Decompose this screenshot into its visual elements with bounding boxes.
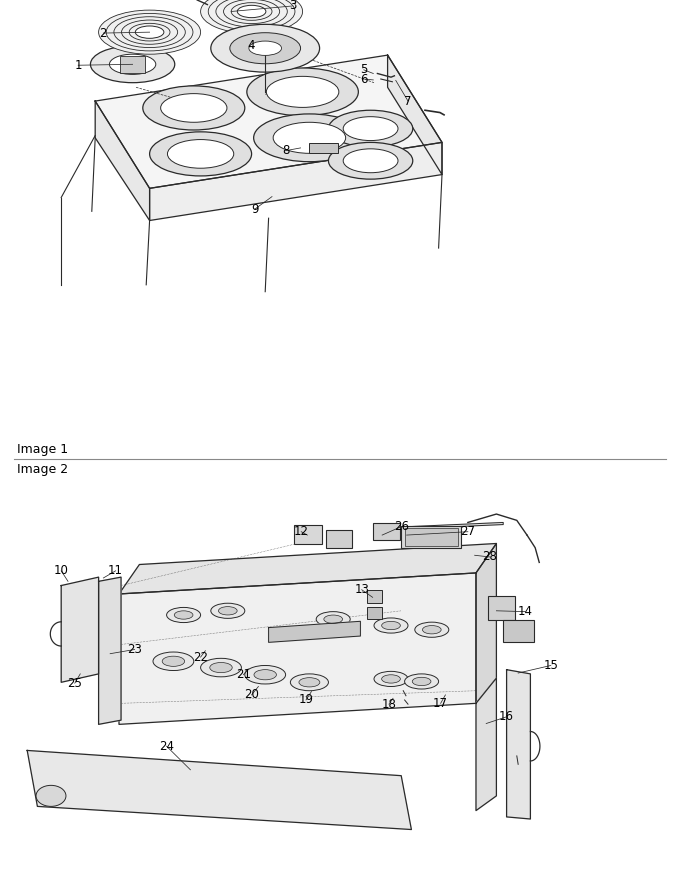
Polygon shape [95,55,442,188]
Text: 13: 13 [354,583,369,597]
Ellipse shape [167,140,234,168]
Ellipse shape [374,618,408,633]
Ellipse shape [374,671,408,686]
Text: 6: 6 [360,72,368,85]
Ellipse shape [415,622,449,637]
Ellipse shape [99,10,201,55]
Bar [294,525,322,545]
Text: 24: 24 [159,740,174,752]
FancyBboxPatch shape [309,143,338,153]
Bar [326,530,352,547]
Ellipse shape [273,122,345,153]
Text: 22: 22 [193,650,208,664]
Ellipse shape [343,149,398,172]
Text: 5: 5 [360,63,367,77]
Polygon shape [476,678,496,810]
Ellipse shape [211,603,245,619]
Ellipse shape [247,68,358,116]
Text: 1: 1 [74,59,82,72]
Polygon shape [119,573,476,724]
Text: Image 2: Image 2 [17,463,68,476]
Text: 12: 12 [294,525,309,539]
Text: 18: 18 [381,698,396,711]
Ellipse shape [405,674,439,689]
Polygon shape [95,101,150,221]
Bar [405,528,458,546]
Polygon shape [388,55,442,174]
Ellipse shape [328,110,413,147]
Bar [488,597,515,620]
Polygon shape [476,544,496,703]
Ellipse shape [422,626,441,634]
Ellipse shape [163,656,185,666]
Ellipse shape [254,670,276,680]
Ellipse shape [109,55,156,75]
Polygon shape [150,143,442,221]
Text: 17: 17 [433,697,448,710]
Ellipse shape [36,785,66,806]
Bar [367,606,382,620]
Ellipse shape [299,678,320,687]
Ellipse shape [381,621,401,630]
Ellipse shape [153,652,194,671]
Text: Image 1: Image 1 [17,443,68,456]
Ellipse shape [150,132,252,176]
Polygon shape [99,577,121,724]
Text: 19: 19 [299,693,313,707]
Text: 3: 3 [289,0,296,12]
Ellipse shape [254,114,365,162]
Ellipse shape [249,41,282,55]
Text: 7: 7 [404,94,412,107]
Text: 21: 21 [236,668,251,681]
Ellipse shape [174,611,193,620]
Ellipse shape [135,26,164,39]
Text: 14: 14 [517,605,532,618]
Text: 8: 8 [282,144,289,158]
Ellipse shape [245,665,286,684]
Polygon shape [61,577,99,682]
Polygon shape [507,670,530,819]
Text: 15: 15 [543,659,558,672]
Text: 11: 11 [108,564,123,577]
Ellipse shape [381,675,401,683]
Ellipse shape [211,25,320,72]
Text: 20: 20 [244,688,259,701]
Ellipse shape [218,606,237,615]
Polygon shape [27,751,411,830]
Text: 28: 28 [482,551,497,563]
Ellipse shape [267,77,339,107]
Ellipse shape [316,612,350,627]
Ellipse shape [209,663,232,672]
Polygon shape [119,544,496,594]
Text: 25: 25 [67,677,82,690]
Bar [367,590,382,603]
Text: 23: 23 [127,643,142,656]
Text: 4: 4 [248,40,256,53]
Ellipse shape [143,86,245,130]
Ellipse shape [412,678,431,686]
Text: 27: 27 [460,525,475,539]
Ellipse shape [328,143,413,180]
FancyBboxPatch shape [120,55,145,73]
Bar [503,620,534,642]
Text: 16: 16 [499,710,514,723]
Polygon shape [269,621,360,642]
Text: 2: 2 [99,26,107,40]
Text: 26: 26 [394,520,409,533]
Text: 10: 10 [54,564,69,577]
Ellipse shape [290,674,328,691]
Polygon shape [408,523,503,529]
Ellipse shape [160,93,227,122]
Bar [401,526,461,547]
Ellipse shape [324,615,343,623]
Ellipse shape [237,5,266,18]
Ellipse shape [90,46,175,83]
Ellipse shape [343,117,398,141]
Ellipse shape [167,607,201,622]
Text: 9: 9 [251,202,259,216]
Bar [373,524,400,540]
Ellipse shape [201,0,303,33]
Ellipse shape [230,33,301,63]
Ellipse shape [201,658,241,677]
